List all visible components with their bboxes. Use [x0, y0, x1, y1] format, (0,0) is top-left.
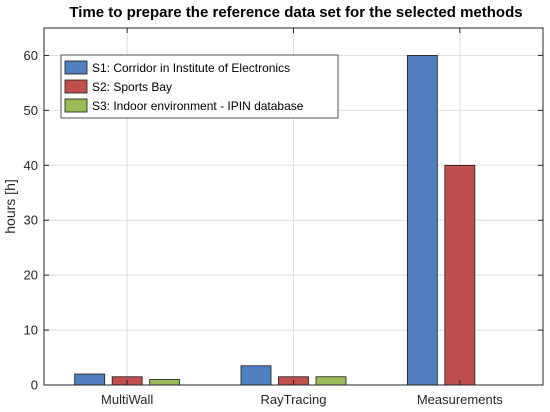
y-tick-label: 60 — [24, 48, 38, 63]
bar — [74, 373, 106, 386]
bars — [74, 55, 476, 386]
bar — [315, 376, 347, 386]
bar — [240, 365, 272, 386]
x-tick-label: RayTracing — [261, 392, 327, 407]
y-tick-label: 20 — [24, 268, 38, 283]
bar — [149, 379, 181, 386]
y-tick-label: 50 — [24, 103, 38, 118]
x-tick-label: Measurements — [417, 392, 503, 407]
legend-swatch — [64, 79, 88, 94]
legend-swatch — [64, 98, 88, 113]
y-axis-label: hours [h] — [2, 179, 18, 233]
y-tick-label: 0 — [31, 378, 38, 393]
legend-swatch — [64, 60, 88, 75]
legend-box — [60, 54, 339, 119]
legend-entry: S1: Corridor in Institute of Electronics — [92, 61, 290, 75]
y-tick-label: 40 — [24, 158, 38, 173]
legend-entry: S2: Sports Bay — [92, 80, 172, 94]
legend-entry: S3: Indoor environment - IPIN database — [92, 99, 304, 113]
bar — [406, 55, 438, 386]
axis-ticks: 0 10 20 30 40 50 60 MultiWall RayTracing Measurem… — [24, 28, 543, 407]
y-tick-label: 10 — [24, 323, 38, 338]
bar — [444, 164, 476, 386]
legend: S1: Corridor in Institute of Electronics… — [60, 54, 339, 119]
x-tick-label: MultiWall — [101, 392, 153, 407]
y-tick-label: 30 — [24, 213, 38, 228]
chart-title: Time to prepare the reference data set f… — [69, 4, 522, 21]
